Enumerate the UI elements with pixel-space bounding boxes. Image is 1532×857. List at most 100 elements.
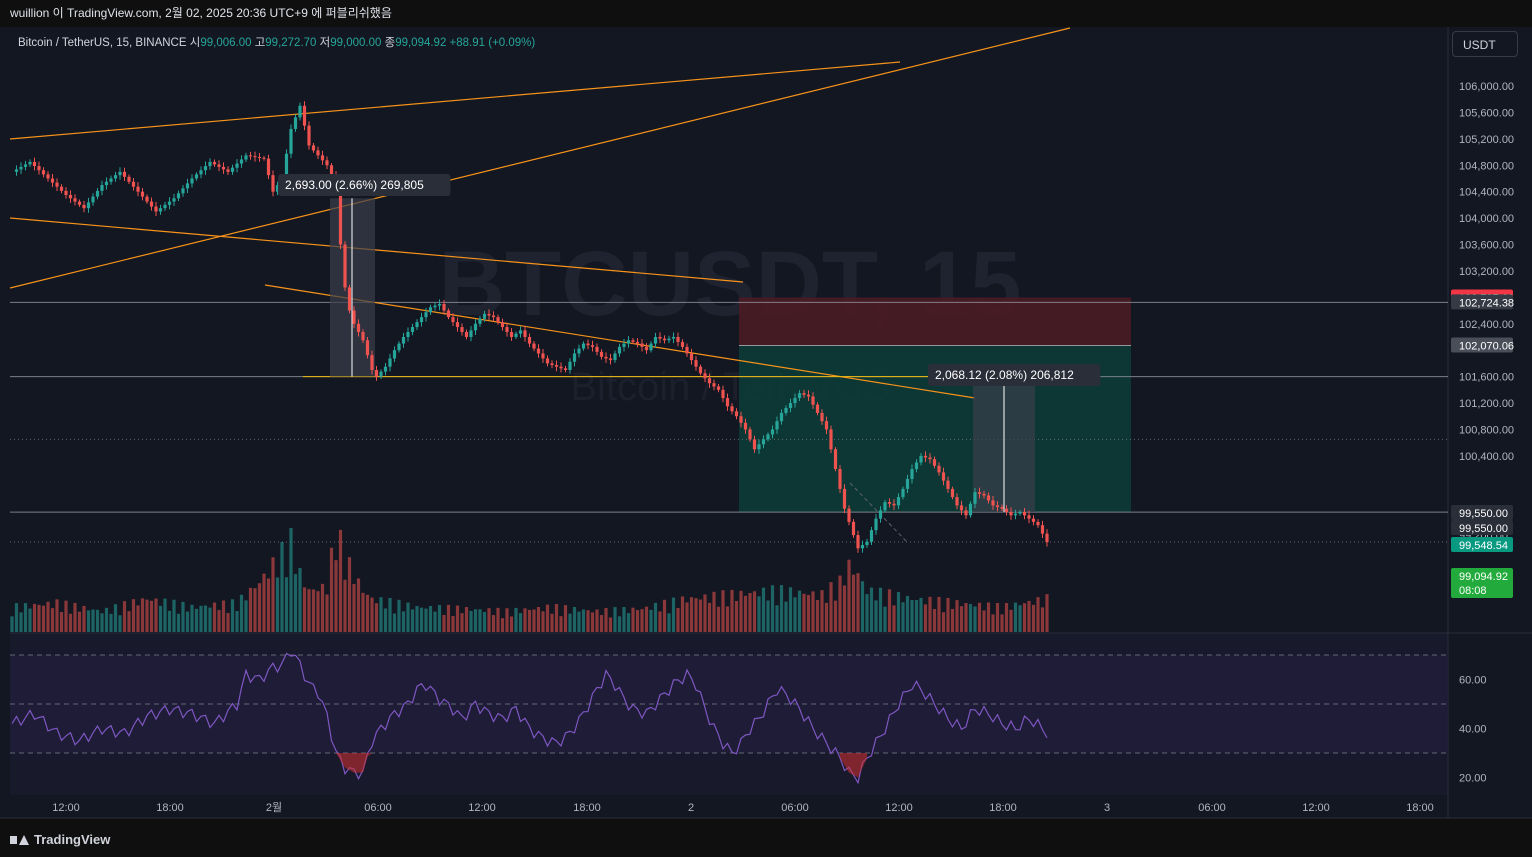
candle-body <box>1013 513 1018 516</box>
volume-bar <box>739 590 743 632</box>
price-axis-tick: 101,200.00 <box>1459 398 1514 410</box>
volume-bar <box>460 613 464 632</box>
candle-body <box>964 510 968 516</box>
candle-body <box>392 350 397 359</box>
candle-body <box>419 317 424 323</box>
candle-body <box>293 117 298 129</box>
candle-body <box>91 196 95 203</box>
candle-body <box>104 181 109 186</box>
price-axis-tick: 102,400.00 <box>1459 319 1514 331</box>
candle-body <box>1022 512 1027 516</box>
volume-bar <box>140 598 145 632</box>
candle-body <box>446 310 451 318</box>
volume-bar <box>505 608 509 632</box>
candle-body <box>478 318 482 324</box>
volume-bar <box>563 605 568 632</box>
candle-body <box>604 356 608 359</box>
volume-bar <box>712 591 716 632</box>
volume-bar <box>599 615 604 632</box>
volume-bar <box>892 605 896 632</box>
volume-bar <box>208 607 212 632</box>
volume-bar <box>113 604 118 632</box>
volume-bar <box>50 608 55 632</box>
volume-bar <box>973 606 977 632</box>
candle-body <box>496 317 500 323</box>
candle-body <box>986 495 991 501</box>
candle-body <box>1004 508 1009 512</box>
candle-body <box>811 396 815 405</box>
candle-body <box>950 488 955 498</box>
volume-bar <box>86 610 91 632</box>
candle-body <box>779 412 784 422</box>
candle-body <box>955 497 959 506</box>
candle-body <box>685 346 689 354</box>
volume-bar <box>122 601 127 632</box>
candle-body <box>464 332 469 337</box>
candle-body <box>406 332 410 337</box>
volume-bar <box>379 597 383 632</box>
volume-bar <box>932 608 937 632</box>
volume-bar <box>509 616 514 632</box>
candle-body <box>370 355 374 370</box>
volume-bar <box>77 611 82 632</box>
time-axis-tick: 18:00 <box>989 802 1017 814</box>
volume-bar <box>604 607 608 632</box>
volume-bar <box>968 604 973 632</box>
candle-body <box>32 161 37 167</box>
volume-bar <box>473 609 478 632</box>
candle-body <box>550 363 554 366</box>
candle-body <box>190 178 194 184</box>
candle-body <box>703 373 707 379</box>
volume-bar <box>905 595 910 632</box>
volume-bar <box>829 582 833 632</box>
volume-bar <box>838 575 842 632</box>
close-label: 종 <box>385 37 396 49</box>
volume-bar <box>896 592 901 632</box>
candle-body <box>194 174 199 179</box>
volume-bar <box>365 594 370 632</box>
stop-loss-zone <box>739 297 1131 346</box>
volume-bar <box>784 601 788 632</box>
volume-bar <box>392 613 397 632</box>
candle-body <box>622 343 626 347</box>
volume-bar <box>671 597 676 632</box>
volume-bar <box>770 585 775 632</box>
volume-bar <box>199 605 203 632</box>
tradingview-logo[interactable]: TradingView <box>10 832 110 847</box>
volume-bar <box>55 599 59 632</box>
candle-body <box>113 175 118 179</box>
volume-bar <box>28 608 32 632</box>
volume-bar <box>131 599 136 632</box>
candle-body <box>514 333 518 337</box>
volume-bar <box>149 600 154 632</box>
volume-bar <box>167 610 172 632</box>
candle-body <box>541 353 545 359</box>
candle-body <box>158 208 163 212</box>
footer-bar: TradingView <box>0 826 1532 857</box>
candle-body <box>302 105 307 126</box>
time-axis-tick: 06:00 <box>364 802 392 814</box>
volume-bar <box>185 611 190 632</box>
volume-bar <box>46 601 50 632</box>
volume-bar <box>500 618 505 632</box>
candle-body <box>149 201 154 207</box>
volume-bar <box>662 599 667 632</box>
volume-bar <box>145 599 149 632</box>
volume-bar <box>266 578 271 632</box>
volume-bar <box>631 607 635 632</box>
candle-body <box>590 345 595 347</box>
change-value: +88.91 (+0.09%) <box>450 37 536 49</box>
candle-body <box>667 338 671 341</box>
volume-bar <box>194 608 199 632</box>
volume-bar <box>32 603 37 632</box>
time-axis-tick: 12:00 <box>1302 802 1330 814</box>
candle-body <box>289 128 293 154</box>
volume-bar <box>860 581 865 632</box>
currency-button[interactable]: USDT <box>1452 31 1518 57</box>
candle-body <box>982 493 986 496</box>
volume-bar <box>311 589 316 632</box>
candle-body <box>316 150 320 156</box>
volume-bar <box>680 596 685 632</box>
candle-body <box>635 341 640 344</box>
